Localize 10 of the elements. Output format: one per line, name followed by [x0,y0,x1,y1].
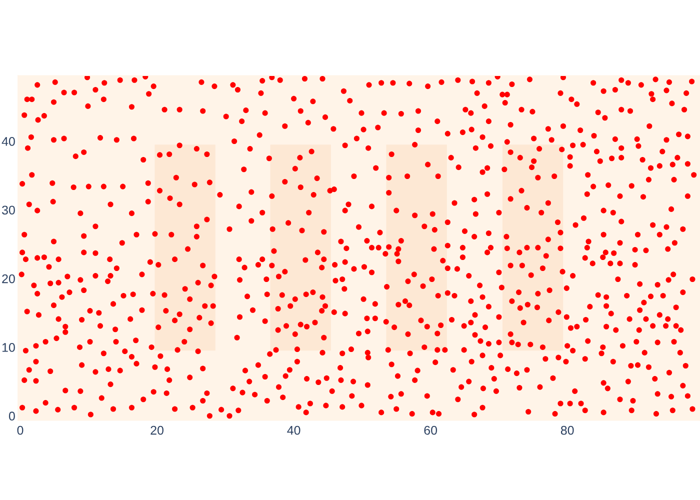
x-tick-label: 80 [560,426,574,435]
y-tick-label: 10 [2,343,15,352]
x-tick-label: 60 [424,426,438,435]
y-tick-label: 40 [2,137,15,146]
x-tick-label: 20 [150,426,164,435]
y-tick-label: 20 [2,274,15,284]
y-tick-label: 0 [8,412,15,421]
y-tick-label: 30 [2,206,15,215]
x-tick-label: 0 [17,426,24,435]
x-tick-label: 40 [287,426,300,435]
